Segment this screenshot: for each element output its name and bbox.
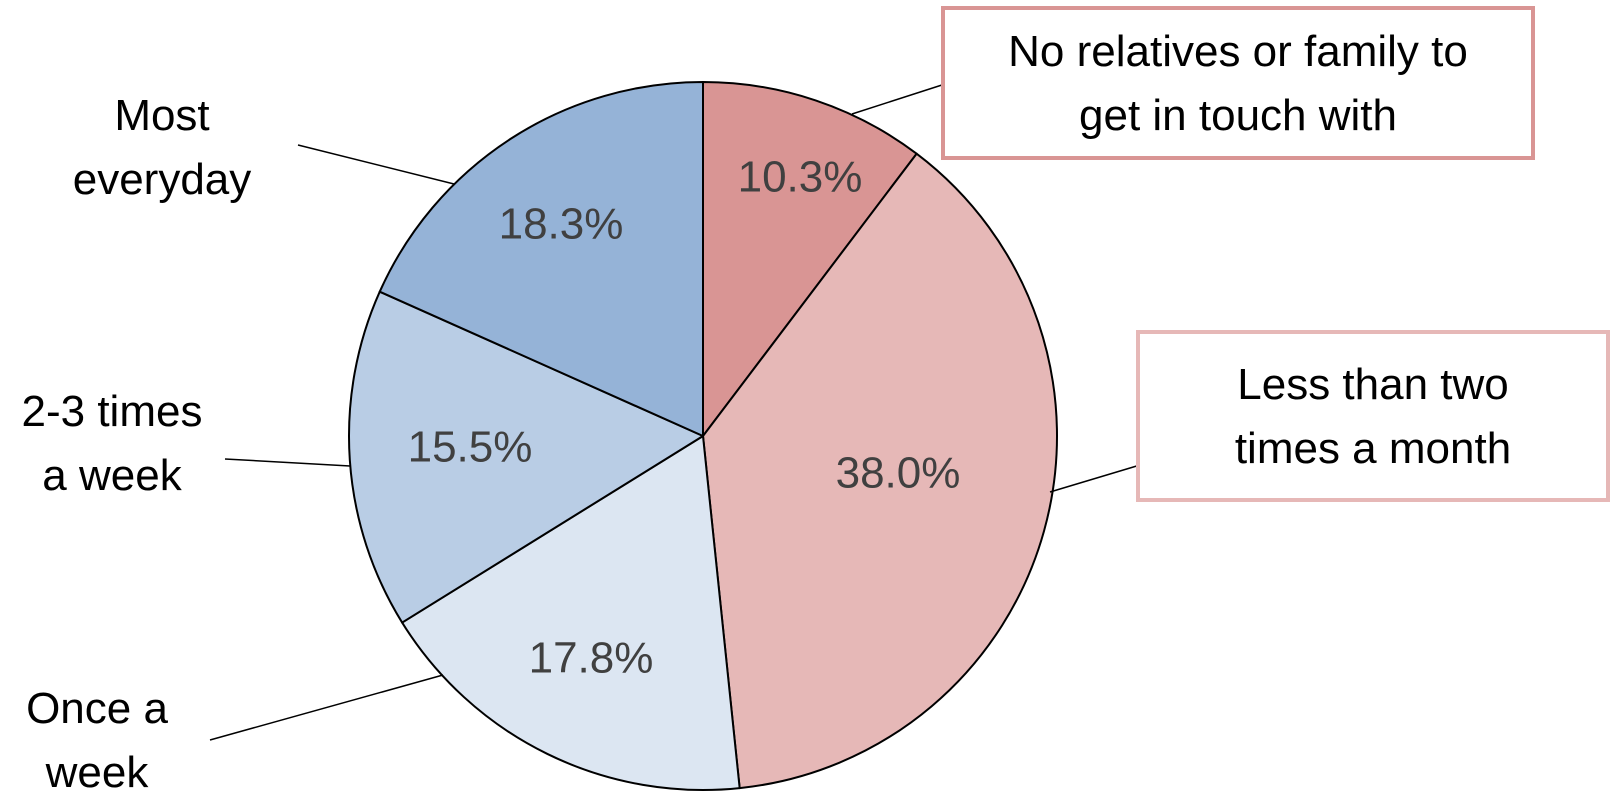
data-label-2-3-times-a-week: 15.5% [408,423,533,472]
pie-slice-2-3-times-a-week [348,290,704,624]
leader-line-most-everyday [297,144,455,185]
pie-slice-less-than-two-times-a-month [702,152,1058,790]
category-label-2-3-times-a-week: 2-3 times a week [22,387,203,500]
category-label-less-than-two-times-a-month: Less than two times a month [1235,360,1511,473]
data-label-less-than-two-times-a-month: 38.0% [836,449,961,498]
label-box-no-relatives-or-family-to-get-in-touch-with [941,6,1535,160]
pie-slice-no-relatives-or-family-to-get-in-touch-with [702,81,918,437]
leader-line-less-than-two-times-a-month [1049,464,1141,493]
pie-slices [348,81,1058,791]
pie-slice-most-everyday [378,81,704,437]
leader-line-once-a-week [209,674,444,741]
label-box-less-than-two-times-a-month [1136,330,1610,502]
leader-line-no-relatives-or-family-to-get-in-touch-with [851,83,946,115]
data-label-most-everyday: 18.3% [499,200,624,249]
leader-line-2-3-times-a-week [224,458,351,467]
data-label-once-a-week: 17.8% [529,634,654,683]
category-label-once-a-week: Once a week [26,684,168,793]
leader-lines [209,83,1141,741]
labels: 10.3% No relatives or family to get in tou… [22,6,1610,793]
category-label-no-relatives-or-family-to-get-in-touch-with: No relatives or family to get in touch wi… [1008,27,1468,140]
pie-slice-once-a-week [401,435,741,791]
data-label-no-relatives-or-family-to-get-in-touch-with: 10.3% [738,153,863,202]
category-label-most-everyday: Most everyday [73,91,252,204]
